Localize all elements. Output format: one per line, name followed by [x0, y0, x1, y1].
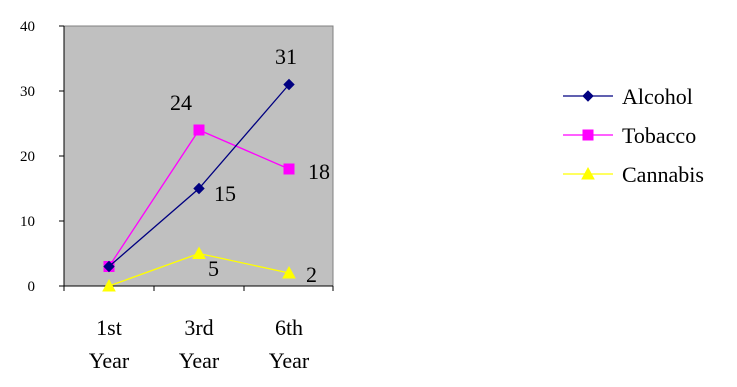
- legend-label: Alcohol: [622, 84, 693, 109]
- legend-item-alcohol: Alcohol: [563, 84, 693, 109]
- series-cannabis: [102, 246, 296, 292]
- y-tick-label: 20: [20, 149, 35, 165]
- x-axis: 1st Year 3rd Year 6th Year: [63, 285, 334, 373]
- data-label: 5: [208, 256, 219, 281]
- data-point: [193, 124, 205, 136]
- y-tick-label: 40: [20, 19, 35, 35]
- y-tick-label: 30: [20, 84, 35, 100]
- legend: Alcohol Tobacco Cannabis: [563, 84, 704, 187]
- x-tick-label: Year: [89, 348, 130, 373]
- x-tick-label: Year: [179, 348, 220, 373]
- series-alcohol: [103, 78, 295, 273]
- x-tick-label: 1st: [96, 315, 122, 340]
- series-group: [102, 78, 296, 292]
- x-tick-label: Year: [269, 348, 310, 373]
- y-axis: 0 10 20 30 40: [20, 19, 65, 295]
- legend-label: Cannabis: [622, 162, 704, 187]
- legend-item-cannabis: Cannabis: [563, 162, 704, 187]
- data-label: 2: [306, 262, 317, 287]
- data-point: [103, 260, 115, 273]
- legend-item-tobacco: Tobacco: [563, 123, 696, 148]
- data-point: [282, 265, 296, 279]
- data-label: 18: [308, 159, 330, 184]
- data-labels: 15 31 24 18 5 2: [170, 44, 330, 287]
- y-tick-label: 0: [28, 279, 36, 295]
- data-point: [192, 246, 206, 259]
- legend-marker: [582, 90, 594, 102]
- data-point: [102, 278, 116, 292]
- data-point: [193, 182, 205, 195]
- legend-marker: [582, 129, 594, 141]
- legend-label: Tobacco: [622, 123, 696, 148]
- plot-area: [63, 25, 334, 287]
- x-tick-label: 3rd: [184, 315, 213, 340]
- x-tick-label: 6th: [275, 315, 303, 340]
- data-point: [283, 78, 295, 91]
- data-point: [283, 163, 295, 175]
- y-tick-label: 10: [20, 214, 35, 230]
- legend-marker: [581, 166, 595, 180]
- data-label: 24: [170, 90, 192, 115]
- data-label: 15: [214, 181, 236, 206]
- data-label: 31: [275, 44, 297, 69]
